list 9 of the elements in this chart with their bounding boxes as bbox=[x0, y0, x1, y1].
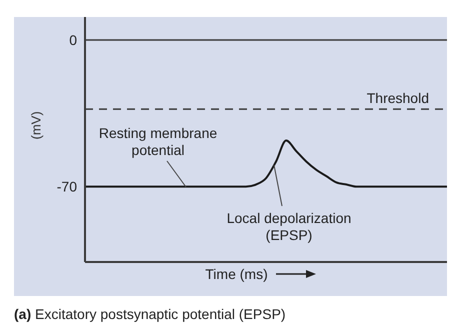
x-axis-title: Time (ms) bbox=[205, 266, 268, 282]
line-series bbox=[84, 140, 448, 188]
y-axis-title: (mV) bbox=[28, 111, 44, 140]
annotation: Local depolarization (EPSP) bbox=[226, 210, 352, 244]
y-tick-label: -70 bbox=[56, 178, 78, 195]
annotation: Resting membrane potential bbox=[98, 125, 218, 159]
text: (a) Excitatory postsynaptic potential (EPSP) bbox=[14, 306, 286, 322]
ref-line-label: Threshold bbox=[366, 90, 429, 106]
y-tick-label: 0 bbox=[69, 32, 78, 48]
